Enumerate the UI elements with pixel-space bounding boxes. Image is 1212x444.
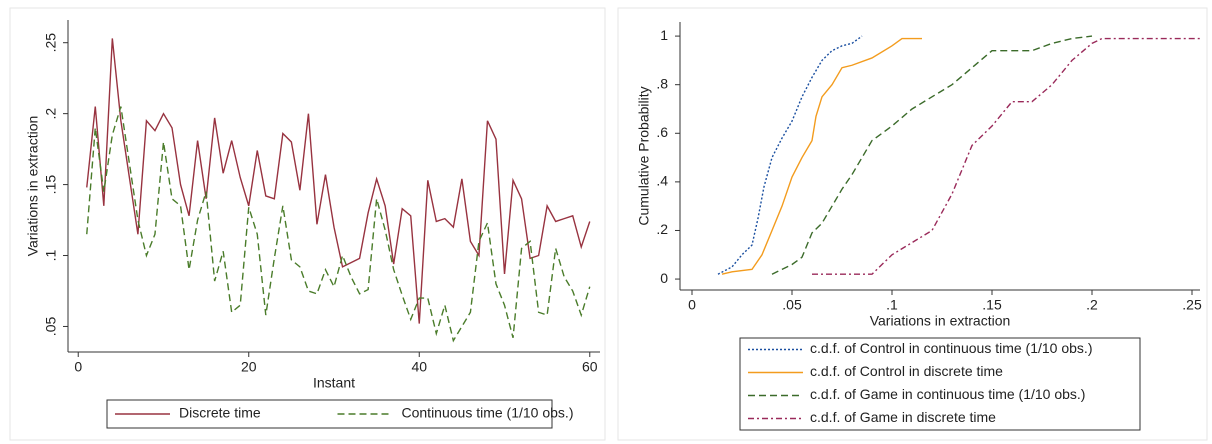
x-tick-label: 40	[411, 359, 427, 375]
x-tick-label: .2	[1086, 297, 1098, 313]
y-tick-label: .1	[43, 249, 59, 261]
x-axis-title: Variations in extraction	[870, 313, 1011, 329]
series-line	[86, 38, 591, 324]
y-tick-label: .6	[656, 124, 668, 140]
x-tick-label: 0	[74, 359, 82, 375]
legend-box	[106, 399, 553, 429]
x-tick-label: 0	[688, 297, 696, 313]
legend-label: c.d.f. of Control in continuous time (1/…	[810, 340, 1092, 356]
y-tick-label: .15	[43, 175, 59, 195]
x-tick-label: .05	[782, 297, 802, 313]
y-tick-label: .2	[43, 108, 59, 120]
legend-label: Discrete time	[179, 405, 261, 421]
panel	[9, 7, 606, 441]
x-tick-label: .15	[982, 297, 1002, 313]
legend-label: c.d.f. of Game in continuous time (1/10 …	[810, 386, 1085, 402]
y-tick-label: 0	[660, 270, 668, 286]
x-tick-label: 60	[582, 359, 598, 375]
series-line	[812, 37, 1202, 275]
series-line	[717, 35, 863, 275]
series-line	[86, 106, 591, 343]
y-tick-label: .05	[43, 317, 59, 337]
x-axis-title: Instant	[313, 375, 355, 391]
series-line	[721, 37, 922, 275]
x-tick-label: .1	[886, 297, 898, 313]
y-tick-label: .25	[43, 33, 59, 53]
y-tick-label: .8	[656, 75, 668, 91]
y-axis-title: Cumulative Probability	[636, 86, 652, 225]
y-tick-label: .2	[656, 221, 668, 237]
y-axis-title: Variations in extraction	[25, 116, 41, 257]
legend-label: c.d.f. of Game in discrete time	[810, 409, 996, 425]
x-tick-label: 20	[241, 359, 257, 375]
legend-box	[739, 337, 1141, 431]
x-tick-label: .25	[1182, 297, 1202, 313]
legend-label: Continuous time (1/10 obs.)	[402, 405, 574, 421]
series-line	[771, 35, 1093, 275]
y-tick-label: 1	[660, 27, 668, 43]
legend-label: c.d.f. of Control in discrete time	[810, 363, 1003, 379]
y-tick-label: .4	[656, 173, 668, 189]
